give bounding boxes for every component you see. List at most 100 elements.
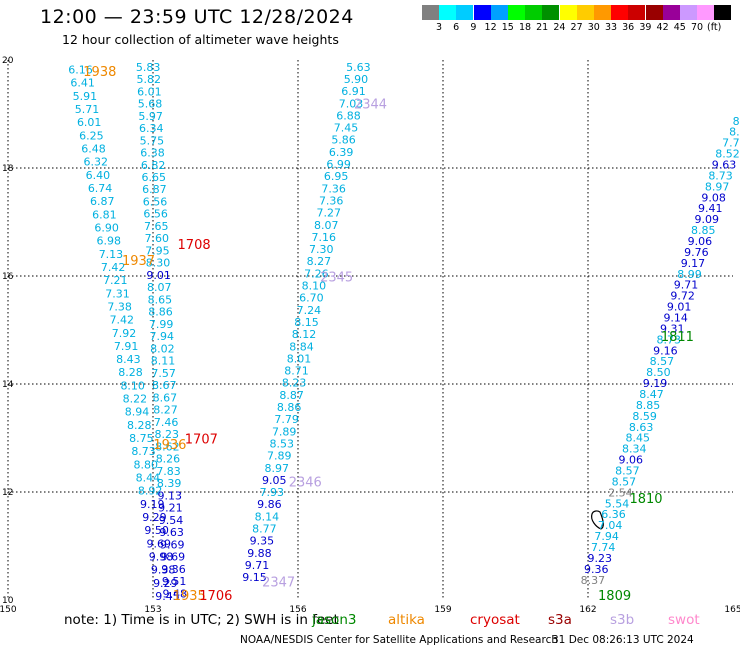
wave-height-value: 9.16 <box>653 344 678 357</box>
wave-height-value: 9.06 <box>688 235 713 248</box>
wave-height-value: 8.77 <box>252 523 277 536</box>
colorbar-swatch <box>473 5 491 20</box>
wave-height-value: 8.63 <box>629 421 654 434</box>
colorbar-label: 33 <box>604 22 618 33</box>
wave-height-value: 7.65 <box>144 220 169 233</box>
wave-height-value: 7.46 <box>154 416 179 429</box>
wave-height-value: 9.36 <box>584 563 609 576</box>
pass-time-label: 1809 <box>598 589 631 604</box>
wave-height-value: 8.23 <box>282 377 307 390</box>
wave-height-value: 8. <box>729 126 740 139</box>
wave-height-value: 8.28 <box>127 419 152 432</box>
wave-height-value: 6.32 <box>83 156 108 169</box>
wave-height-value: 9.76 <box>684 246 709 259</box>
wave-height-value: 6.38 <box>140 147 165 160</box>
wave-height-value: 8.73 <box>708 169 733 182</box>
wave-height-value: 8.43 <box>116 353 141 366</box>
wave-height-value: 8.97 <box>265 462 290 475</box>
y-tick-label: 18 <box>2 164 14 174</box>
colorbar-label: 6 <box>453 22 460 33</box>
colorbar-label: 18 <box>518 22 532 33</box>
satellite-legend-item: altika <box>388 612 425 628</box>
wave-height-value: 8.84 <box>289 340 314 353</box>
colorbar-swatch <box>628 5 646 20</box>
colorbar-swatch <box>662 5 680 20</box>
wave-height-value: 6.91 <box>341 85 366 98</box>
track: 5.635.906.917.036.887.455.866.396.996.95… <box>242 61 370 584</box>
wave-height-value: 5.71 <box>75 103 100 116</box>
wave-height-value: 9.63 <box>712 159 737 172</box>
pass-time-label: 1935 <box>173 589 206 604</box>
wave-height-value: 9.38 <box>151 564 176 577</box>
colorbar-swatch <box>490 5 508 20</box>
y-tick-label: 10 <box>2 596 14 606</box>
satellite-legend-item: s3a <box>548 612 572 628</box>
wave-height-value: 7.92 <box>112 327 137 340</box>
wave-height-value: 8.45 <box>625 432 650 445</box>
wave-height-value: 6.88 <box>336 109 361 122</box>
wave-height-value: 9.14 <box>663 312 688 325</box>
wave-height-value: 6.82 <box>141 159 166 172</box>
page-subtitle: 12 hour collection of altimeter wave hei… <box>62 32 339 47</box>
pass-time-labels: 1938 1937 1936 1935 1708 1707 1706 2344 2345 2346… <box>83 65 694 604</box>
wave-height-value: 9.17 <box>681 257 706 270</box>
colorbar-label: 24 <box>553 22 566 33</box>
wave-height-value: 8.57 <box>650 355 675 368</box>
wave-height-value: 8.87 <box>279 389 304 402</box>
wave-height-value: 9.41 <box>698 202 723 215</box>
wave-height-value: 8.80 <box>134 458 159 471</box>
altimeter-tracks: 6.166.415.915.716.016.256.486.326.406.74… <box>68 61 740 603</box>
wave-height-value: 6.40 <box>86 169 111 182</box>
pass-time-label: 1810 <box>629 492 662 507</box>
wave-height-value: 7.04 <box>598 519 623 532</box>
wave-height-value: 7.21 <box>103 274 128 287</box>
wave-height-value: 9.51 <box>162 575 187 588</box>
wave-height-value: 8.59 <box>632 410 657 423</box>
satellite-legend-item: s3b <box>610 612 635 628</box>
colorbar-label: 30 <box>587 22 600 33</box>
wave-height-value: 7.30 <box>309 243 334 256</box>
wave-height-value: 5.54 <box>605 497 630 510</box>
colorbar-swatch <box>542 5 560 20</box>
pass-time-label: 1936 <box>153 438 186 453</box>
wave-height-value: 7.27 <box>316 207 341 220</box>
wave-height-value: 8.99 <box>677 268 702 281</box>
colorbar-swatch <box>576 5 594 20</box>
credit-line: NOAA/NESDIS Center for Satellite Applica… <box>240 634 558 646</box>
wave-height-value: 8.50 <box>646 366 671 379</box>
wave-height-value: 7.57 <box>151 367 176 380</box>
wave-height-value: 9.36 <box>161 563 186 576</box>
wave-height-value: 9.01 <box>667 301 692 314</box>
wave-height-value: 7.79 <box>274 413 299 426</box>
pass-time-label: 1708 <box>178 238 211 253</box>
wave-height-value: 6.99 <box>326 158 351 171</box>
wave-height-value: 9.29 <box>142 511 167 524</box>
colorbar-swatch <box>714 5 732 20</box>
wave-height-value: 7.99 <box>149 318 174 331</box>
wave-height-value: 8.11 <box>151 355 176 368</box>
colorbar-label: 3 <box>435 22 443 33</box>
x-tick-label: 162 <box>579 605 596 615</box>
wave-height-value: 7.7 <box>722 137 740 150</box>
pass-time-label: 2345 <box>320 270 353 285</box>
wave-height-value: 8.10 <box>302 280 327 293</box>
wave-height-value: 8.27 <box>307 255 332 268</box>
wave-height-value: 7.91 <box>114 340 139 353</box>
wave-height-value: 8.01 <box>287 352 312 365</box>
wave-height-value: 7.31 <box>105 287 130 300</box>
wave-height-value: 9.09 <box>695 213 720 226</box>
colorbar-swatch <box>525 5 543 20</box>
satellite-legend-item: cryosat <box>470 612 520 628</box>
wave-height-value: 6.65 <box>141 171 166 184</box>
wave-height-value: 8.23 <box>154 428 179 441</box>
y-tick-label: 12 <box>2 488 13 498</box>
wave-height-value: 7.83 <box>156 465 181 478</box>
wave-height-value: 9.05 <box>262 474 287 487</box>
wave-height-value: 8.57 <box>615 465 640 478</box>
wave-height-value: 6.56 <box>143 208 168 221</box>
colorbar-swatch <box>594 5 611 20</box>
wave-height-value: 6.16 <box>68 64 93 77</box>
colorbar-swatch <box>611 5 629 20</box>
wave-height-value: 9.31 <box>660 322 685 335</box>
